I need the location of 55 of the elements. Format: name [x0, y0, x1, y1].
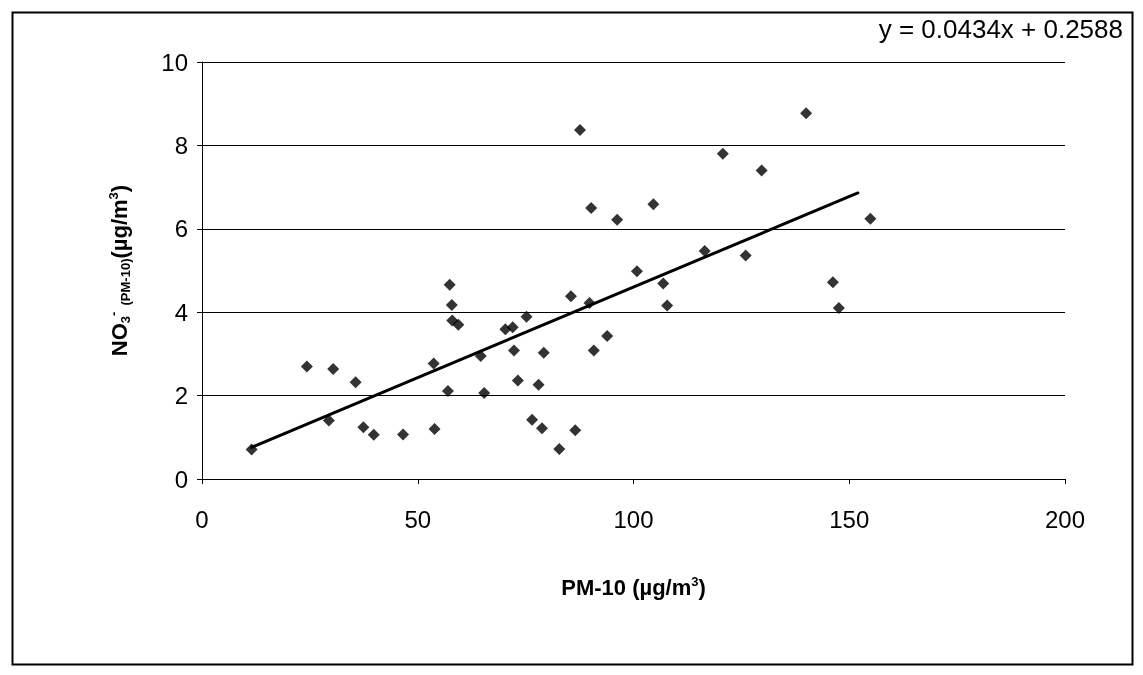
point: [367, 428, 380, 441]
point: [569, 424, 582, 437]
point: [327, 362, 340, 375]
point: [526, 413, 539, 426]
point: [506, 321, 519, 334]
point: [587, 344, 600, 357]
point: [452, 318, 465, 331]
point: [630, 265, 643, 278]
point: [478, 387, 491, 400]
point: [428, 422, 441, 435]
y-tick-label: 6: [174, 215, 188, 243]
point: [573, 123, 586, 136]
y-tick-label: 4: [174, 298, 188, 326]
point: [716, 147, 729, 160]
y-tick-label: 8: [174, 131, 188, 159]
x-tick-label: 0: [195, 505, 209, 533]
y-tick-label: 2: [174, 382, 188, 410]
point: [511, 374, 524, 387]
point: [507, 344, 520, 357]
point: [537, 346, 550, 359]
point: [300, 360, 313, 373]
point: [698, 244, 711, 257]
point: [564, 290, 577, 303]
point: [832, 302, 845, 315]
point: [441, 385, 454, 398]
point: [585, 201, 598, 214]
point: [446, 314, 459, 327]
text: y = 0.0434x + 0.2588: [878, 14, 1123, 44]
point: [826, 276, 839, 289]
point: [532, 378, 545, 391]
point: [520, 310, 533, 323]
point: [536, 422, 549, 435]
point: [657, 277, 670, 290]
point: [864, 212, 877, 225]
x-tick-label: 50: [404, 505, 432, 533]
point: [397, 428, 410, 441]
point: [755, 164, 768, 177]
x-tick-label: 150: [829, 505, 870, 533]
point: [611, 213, 624, 226]
point: [647, 198, 660, 211]
point: [739, 249, 752, 262]
y-tick-label: 10: [161, 48, 188, 76]
x-tick-label: 200: [1044, 505, 1086, 533]
y-axis-title: NO3- (PM-10)(µg/m3): [106, 184, 133, 357]
point: [357, 421, 370, 434]
point: [445, 299, 458, 312]
point: [443, 278, 456, 291]
x-tick-label: 100: [613, 505, 654, 533]
point: [553, 442, 566, 455]
point: [800, 107, 813, 120]
point: [427, 357, 440, 370]
point: [601, 329, 614, 342]
y-tick-label: 0: [174, 465, 188, 493]
point: [349, 376, 362, 389]
point: [661, 299, 674, 312]
